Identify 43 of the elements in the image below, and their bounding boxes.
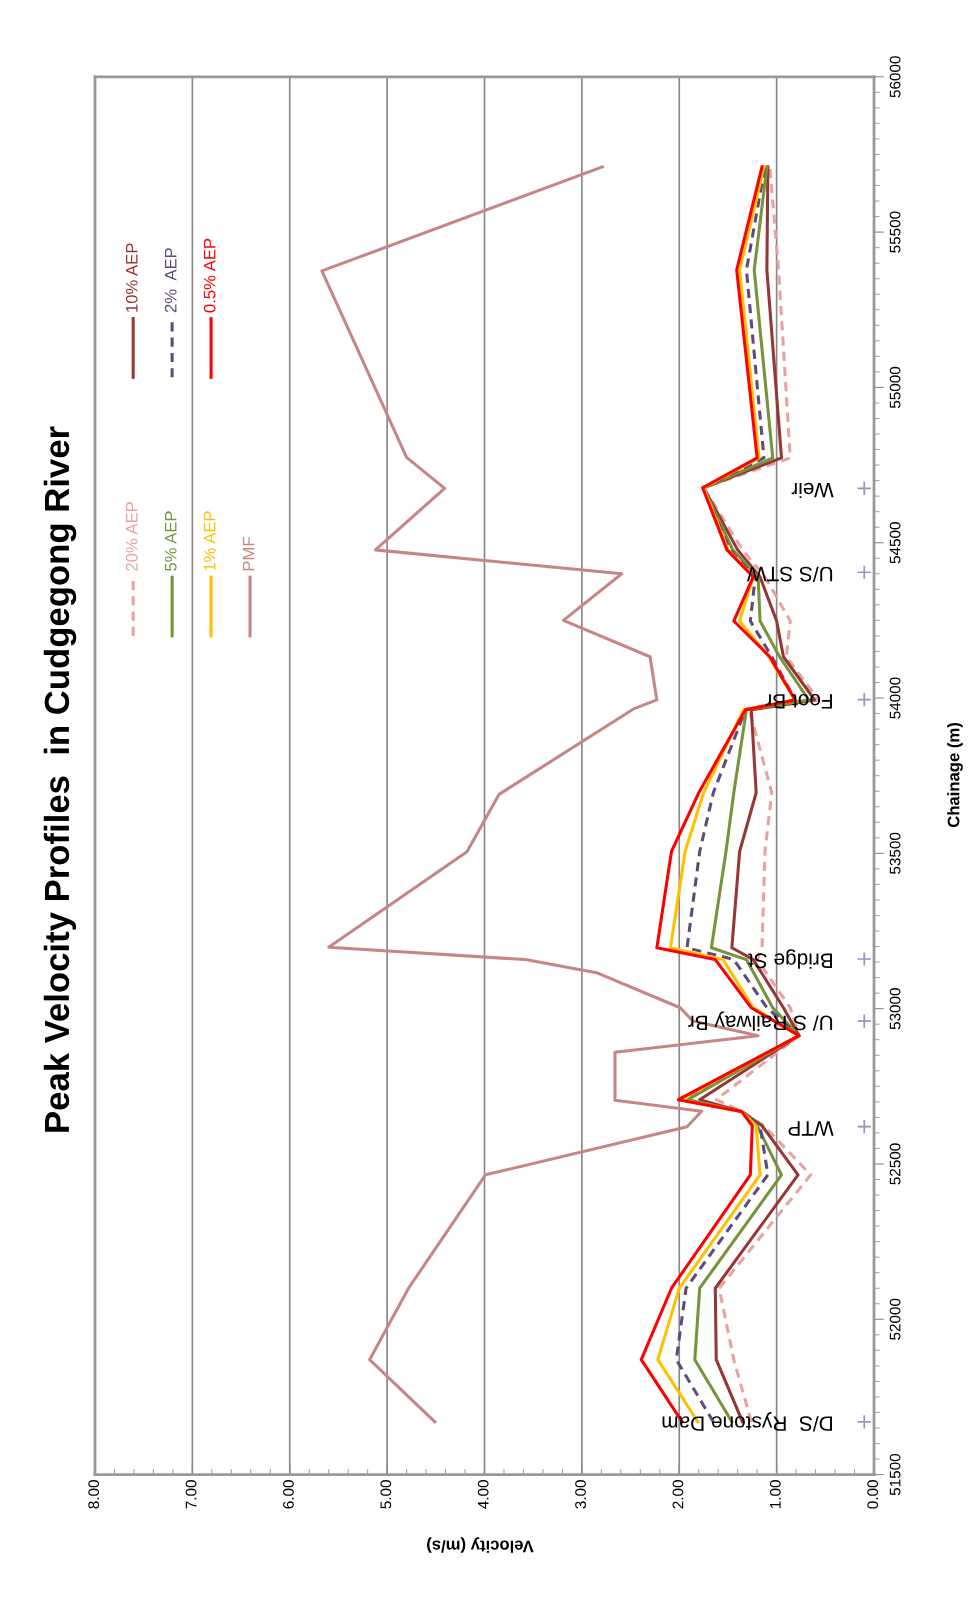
point	[856, 1119, 872, 1135]
y-tick-label: 53500	[889, 832, 901, 874]
x-axis-title: Velocity (m/s)	[427, 1537, 534, 1553]
text: 10% AEP	[125, 243, 138, 312]
point	[856, 951, 872, 967]
annotation: D/S Rystone Dam	[662, 1412, 832, 1432]
x-tick-label: 0.00	[867, 1480, 879, 1509]
point	[856, 692, 872, 708]
annotation: U/ S Railway Br	[688, 1011, 833, 1031]
annotation: Bridge St	[748, 949, 832, 969]
text: 0.5% AEP	[203, 238, 216, 313]
y-tick-label: 53000	[889, 988, 901, 1030]
point	[856, 1414, 872, 1430]
text: 20% AEP	[125, 502, 138, 571]
x-tick-label: 5.00	[380, 1480, 392, 1509]
y-tick-label: 51500	[889, 1453, 901, 1496]
annotation: U/S STW	[746, 566, 833, 582]
y-tick-label: 55500	[889, 211, 901, 253]
point	[856, 564, 872, 580]
x-tick-label: 3.00	[575, 1480, 586, 1509]
y-tick-label: 52500	[889, 1143, 901, 1185]
y-axis-title: Chainage (m)	[947, 723, 963, 828]
y-tick-label: 54500	[889, 522, 901, 564]
annotation: WTP	[788, 1121, 834, 1136]
x-tick-label: 2.00	[672, 1480, 684, 1509]
text: 1% AEP	[203, 511, 216, 571]
x-tick-label: 4.00	[477, 1480, 489, 1509]
x-tick-label: 8.00	[88, 1480, 100, 1509]
y-tick-label: 54000	[889, 677, 901, 719]
text: 2% AEP	[164, 248, 177, 313]
y-tick-label: 56000	[889, 56, 901, 98]
text: PMF	[242, 537, 255, 571]
x-tick-label: 1.00	[769, 1480, 781, 1509]
annotation: Foot Br	[765, 694, 832, 709]
y-tick-label: 55000	[889, 366, 901, 409]
y-tick-label: 52000	[889, 1298, 901, 1340]
x-tick-label: 6.00	[283, 1480, 294, 1509]
annotation: Weir	[791, 482, 834, 499]
x-tick-label: 7.00	[185, 1480, 197, 1509]
text: 5% AEP	[164, 511, 177, 571]
point	[856, 480, 872, 496]
point	[856, 1013, 872, 1029]
text: Peak Velocity Profiles in Cudgegong River	[43, 426, 77, 1132]
